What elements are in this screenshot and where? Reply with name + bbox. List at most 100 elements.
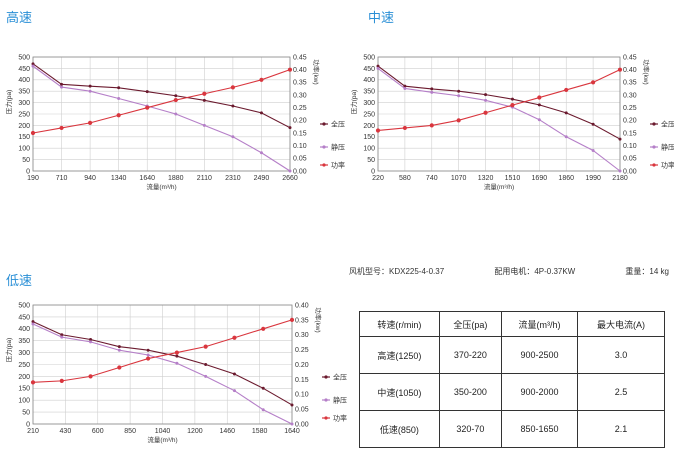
- data-point-total: [537, 103, 541, 107]
- y-tick-label: 250: [18, 362, 30, 369]
- data-point-static: [591, 148, 595, 152]
- y-tick-label: 500: [18, 302, 30, 309]
- data-point-static: [484, 98, 488, 102]
- data-point-static: [202, 123, 206, 127]
- data-point-total: [146, 348, 150, 352]
- y-axis-label: 压力(pa): [4, 338, 13, 363]
- y-tick-label: 200: [363, 123, 375, 130]
- x-tick-label: 1320: [478, 175, 494, 182]
- header-speed: 转速(r/min): [359, 311, 440, 337]
- x-tick-label: 2180: [612, 175, 628, 182]
- x-tick-label: 1880: [168, 175, 184, 182]
- y2-tick-label: 0.45: [623, 54, 637, 61]
- fan-specs: 风机型号：KDX225-4-0.37 配用电机：4P-0.37KW 重量：14 …: [349, 266, 669, 277]
- y-tick-label: 100: [363, 146, 375, 153]
- data-point-total: [510, 97, 514, 101]
- data-point-total: [259, 111, 263, 115]
- data-point-power: [402, 125, 407, 131]
- data-point-power: [375, 128, 381, 133]
- data-point-power: [30, 380, 36, 385]
- data-point-power: [230, 85, 235, 90]
- x-tick-label: 1640: [139, 175, 155, 182]
- y-tick-label: 50: [367, 157, 375, 164]
- data-point-power: [173, 97, 178, 103]
- legend-label-total: 全压: [333, 373, 347, 382]
- legend-label-power: 功率: [661, 161, 674, 170]
- data-point-power: [203, 344, 208, 349]
- data-point-power: [145, 105, 150, 110]
- cell-pressure: 320-70: [438, 410, 502, 448]
- legend-marker-static: [324, 398, 328, 402]
- data-point-static: [89, 340, 93, 344]
- data-point-power: [116, 113, 121, 118]
- data-point-static: [403, 86, 407, 90]
- data-point-static: [117, 348, 121, 352]
- table-row: 低速(850) 320-70 850-1650 2.1: [359, 410, 665, 448]
- header-current: 最大电流(A): [577, 311, 665, 337]
- x-tick-label: 2110: [197, 175, 212, 182]
- legend-marker-total: [324, 375, 328, 379]
- y-tick-label: 300: [363, 100, 375, 107]
- y-tick-label: 50: [22, 157, 30, 164]
- y2-tick-label: 0.35: [293, 80, 307, 87]
- y-axis-label: 压力(pa): [349, 90, 358, 115]
- data-point-power: [510, 103, 515, 108]
- chart-title-low: 低速: [6, 273, 33, 288]
- x-tick-label: 740: [426, 175, 438, 182]
- weight-spec: 重量：14 kg: [625, 267, 669, 276]
- cell-flow: 850-1650: [500, 410, 579, 448]
- y2-tick-label: 0.20: [293, 118, 307, 125]
- series-line-power: [377, 69, 621, 132]
- series-line-static: [32, 323, 293, 425]
- y2-tick-label: 0.15: [295, 377, 309, 384]
- y2-axis-label: 功率(kw): [642, 59, 651, 84]
- y2-tick-label: 0.40: [623, 67, 637, 74]
- cell-speed: 低速(850): [359, 410, 440, 448]
- data-point-total: [89, 338, 93, 342]
- data-point-power: [232, 335, 237, 340]
- data-point-total: [232, 372, 236, 376]
- x-tick-label: 1510: [505, 175, 521, 182]
- data-point-power: [30, 130, 36, 136]
- y-tick-label: 150: [363, 134, 375, 141]
- data-point-power: [564, 87, 569, 93]
- y2-tick-label: 0.05: [295, 407, 309, 414]
- x-tick-label: 940: [84, 175, 96, 182]
- cell-flow: 900-2500: [500, 336, 579, 374]
- data-point-power: [202, 91, 207, 96]
- cell-current: 2.5: [577, 373, 665, 411]
- y-tick-label: 0: [26, 421, 30, 428]
- x-tick-label: 2490: [254, 175, 270, 182]
- x-axis-label: 流量(m³/h): [484, 182, 514, 191]
- data-point-power: [146, 356, 151, 361]
- y-tick-label: 150: [18, 134, 30, 141]
- data-point-power: [59, 378, 64, 383]
- data-point-total: [31, 320, 35, 324]
- x-tick-label: 1640: [284, 428, 300, 435]
- plot-frame: [377, 56, 621, 172]
- x-tick-label: 1860: [558, 175, 574, 182]
- y2-tick-label: 0.25: [623, 105, 637, 112]
- legend-label-total: 全压: [661, 120, 674, 129]
- data-point-static: [261, 408, 265, 412]
- data-point-power: [261, 326, 266, 331]
- data-point-static: [31, 322, 35, 326]
- data-point-total: [457, 89, 461, 93]
- data-point-total: [117, 345, 121, 349]
- data-point-static: [618, 169, 622, 173]
- x-tick-label: 1070: [451, 175, 467, 182]
- legend-label-power: 功率: [331, 161, 345, 170]
- legend-marker-total: [652, 122, 656, 126]
- data-point-power: [287, 67, 293, 72]
- y2-tick-label: 0.30: [293, 92, 307, 99]
- data-point-power: [429, 123, 434, 128]
- data-point-total: [204, 363, 208, 366]
- y2-tick-label: 0.40: [293, 67, 307, 74]
- y-tick-label: 450: [363, 66, 375, 73]
- data-point-static: [564, 135, 568, 139]
- data-point-total: [117, 86, 121, 90]
- data-point-total: [60, 82, 64, 86]
- x-axis-label: 流量(m³/h): [147, 435, 177, 444]
- y2-tick-label: 0.10: [623, 143, 637, 150]
